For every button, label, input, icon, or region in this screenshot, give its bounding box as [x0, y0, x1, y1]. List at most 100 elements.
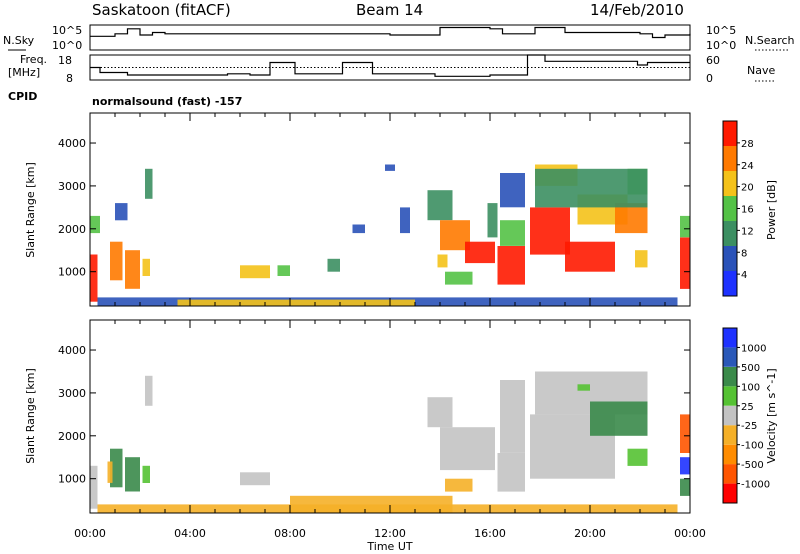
velocity-echo-patch	[627, 448, 648, 466]
date-title: 14/Feb/2010	[590, 1, 684, 19]
power-colorbar-tick-label: 20	[741, 183, 754, 194]
power-echo-patch	[145, 168, 153, 199]
velocity-colorbar-segment	[723, 405, 737, 426]
velocity-colorbar-frame	[722, 327, 738, 504]
velocity-echo-patch	[445, 478, 473, 492]
velocity-ylabel: Slant Range [km]	[24, 368, 37, 464]
power-colorbar-segment	[723, 246, 737, 271]
freq-tick-bottom: 8	[66, 72, 73, 85]
time-tick-label: 20:00	[574, 527, 606, 540]
power-echo-patch	[437, 254, 448, 268]
velocity-echo-patch	[290, 495, 453, 513]
power-colorbar-segment	[723, 271, 737, 296]
power-colorbar-segment	[723, 121, 737, 146]
power-echo-patch	[445, 271, 473, 285]
power-echo-patch	[277, 265, 290, 276]
power-echo-patch	[240, 265, 270, 279]
velocity-echo-patch	[90, 465, 98, 509]
velocity-colorbar-segment	[723, 328, 737, 348]
noise-panel: N.Sky 10^5 10^0 N.Search 10^5 10^0	[3, 24, 795, 52]
time-tick-label: 00:00	[74, 527, 106, 540]
power-ylabel: Slant Range [km]	[24, 162, 37, 258]
velocity-colorbar-segment	[723, 347, 737, 367]
velocity-echo-patch	[240, 472, 270, 486]
power-echo-patch	[110, 241, 123, 281]
velocity-colorbar-tick-label: -1000	[741, 480, 770, 491]
power-colorbar-segment	[723, 171, 737, 196]
velocity-colorbar-segment	[723, 483, 737, 503]
power-echo-patch	[565, 241, 615, 272]
time-tick-label: 16:00	[474, 527, 506, 540]
velocity-echo-patch	[590, 401, 648, 436]
power-colorbar-segment	[723, 221, 737, 246]
power-echo-patch	[465, 241, 495, 264]
power-ytick-label: 2000	[58, 223, 86, 236]
power-echo-patch	[385, 164, 395, 171]
power-echo-patch	[427, 190, 453, 221]
power-echo-patch	[90, 215, 100, 234]
velocity-colorbar-segment	[723, 464, 737, 484]
velocity-colorbar-segment	[723, 386, 737, 406]
power-colorbar-segment	[723, 196, 737, 221]
cpid-label: CPID	[8, 90, 37, 103]
n-sky-line	[90, 26, 691, 39]
velocity-echo-patch	[577, 384, 590, 391]
n-sky-tick-bottom: 10^0	[52, 39, 82, 52]
frequency-panel-frame	[89, 54, 691, 81]
power-echo-patch	[327, 258, 340, 272]
power-echo-patch	[400, 207, 410, 234]
power-echo-patch	[125, 250, 140, 289]
beam-title: Beam 14	[356, 1, 423, 19]
nave-label: Nave	[747, 64, 775, 77]
velocity-ytick-label: 3000	[58, 387, 86, 400]
power-panel: 1000 2000 3000 4000 Slant Range [km] 4 8 12 16…	[24, 112, 778, 307]
power-colorbar-tick-label: 28	[741, 139, 754, 150]
frequency-line	[90, 54, 690, 77]
power-echo-patch	[680, 215, 690, 238]
power-echo-patch	[177, 299, 415, 306]
n-search-label: N.Search	[745, 34, 795, 47]
velocity-colorbar-segment	[723, 425, 737, 445]
velocity-colorbar-tick-label: 25	[741, 402, 754, 413]
time-tick-label: 12:00	[374, 527, 406, 540]
velocity-colorbar-tick-label: 1000	[741, 343, 766, 354]
cpid-text: normalsound (fast) -157	[92, 95, 242, 108]
velocity-echo-patch	[500, 380, 525, 453]
velocity-colorbar-tick-label: 500	[741, 363, 760, 374]
velocity-echo-patch	[680, 457, 690, 475]
velocity-colorbar-tick-label: 100	[741, 382, 760, 393]
velocity-ytick-label: 4000	[58, 344, 86, 357]
time-tick-label: 08:00	[274, 527, 306, 540]
freq-tick-top: 18	[58, 54, 72, 67]
time-axis-label: Time UT	[366, 540, 412, 553]
nave-tick-bottom: 0	[706, 72, 713, 85]
time-tick-label: 00:00	[674, 527, 706, 540]
n-sky-tick-top: 10^5	[52, 24, 82, 37]
power-colorbar-label: Power [dB]	[765, 180, 778, 240]
velocity-colorbar-segment	[723, 366, 737, 387]
velocity-echo-patch	[125, 457, 140, 492]
time-tick-label: 04:00	[174, 527, 206, 540]
noise-panel-frame	[89, 24, 691, 51]
n-sky-label: N.Sky	[3, 34, 35, 47]
velocity-echo-patch	[680, 414, 690, 453]
velocity-panel: 1000 2000 3000 4000 Slant Range [km] -1000 -…	[24, 319, 778, 553]
power-echo-patch	[115, 203, 128, 221]
power-echo-patch	[90, 254, 98, 302]
power-colorbar-segment	[723, 146, 737, 171]
velocity-echo-patch	[145, 375, 153, 406]
freq-label: Freq.	[20, 53, 47, 66]
power-echo-patch	[615, 203, 648, 234]
velocity-echo-patch	[142, 465, 150, 483]
velocity-echo-patch	[107, 461, 113, 483]
power-echo-patch	[535, 168, 648, 208]
velocity-echo-patch	[440, 427, 495, 471]
velocity-ytick-label: 1000	[58, 473, 86, 486]
power-echo-patch	[530, 207, 570, 255]
velocity-colorbar-tick-label: -500	[741, 460, 764, 471]
freq-unit-label: [MHz]	[8, 66, 40, 79]
power-echo-patch	[500, 220, 525, 246]
power-echo-patch	[680, 237, 690, 289]
power-echo-patch	[497, 246, 525, 285]
